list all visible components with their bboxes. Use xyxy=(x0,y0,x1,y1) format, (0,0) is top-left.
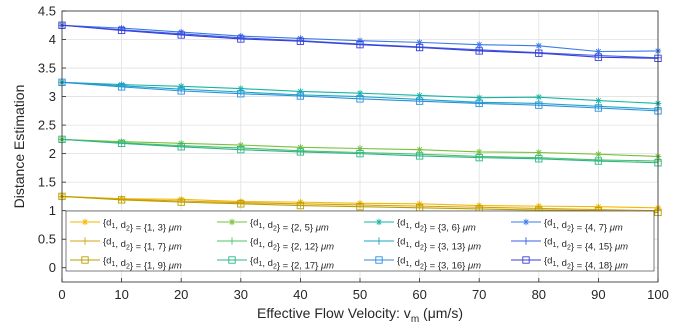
x-tick-label: 50 xyxy=(353,287,367,302)
x-tick-label: 40 xyxy=(293,287,307,302)
data-point xyxy=(536,94,542,100)
y-tick-label: 4 xyxy=(49,32,56,47)
x-axis-title-main: Effective Flow Velocity: v xyxy=(257,305,411,321)
x-axis-title-subscript: m xyxy=(411,314,419,325)
y-axis-title: Distance Estimation xyxy=(11,85,27,209)
x-tick-label: 60 xyxy=(412,287,426,302)
y-tick-label: 1 xyxy=(49,203,56,218)
y-tick-label: 0 xyxy=(49,260,56,275)
legend-swatch-marker xyxy=(229,219,235,225)
x-tick-label: 70 xyxy=(472,287,486,302)
x-tick-label: 0 xyxy=(58,287,65,302)
y-tick-label: 0.5 xyxy=(38,232,56,247)
y-tick-label: 2.5 xyxy=(38,118,56,133)
legend-swatch-marker xyxy=(523,219,529,225)
x-tick-label: 100 xyxy=(647,287,669,302)
legend-swatch-marker xyxy=(82,219,88,225)
x-tick-label: 10 xyxy=(114,287,128,302)
x-tick-label: 20 xyxy=(174,287,188,302)
x-tick-label: 80 xyxy=(532,287,546,302)
y-tick-label: 4.5 xyxy=(38,4,56,19)
legend: {d1, d2} = {1, 3} μm {d1, d2} = {1, 7} μm… xyxy=(66,211,654,272)
x-tick-label: 30 xyxy=(234,287,248,302)
y-tick-label: 1.5 xyxy=(38,175,56,190)
x-axis-title-unit: (μm/s) xyxy=(419,305,463,321)
legend-swatch-marker xyxy=(376,219,382,225)
x-tick-label: 90 xyxy=(591,287,605,302)
y-tick-label: 2 xyxy=(49,146,56,161)
y-tick-label: 3 xyxy=(49,89,56,104)
data-point xyxy=(536,43,542,49)
y-tick-label: 3.5 xyxy=(38,61,56,76)
